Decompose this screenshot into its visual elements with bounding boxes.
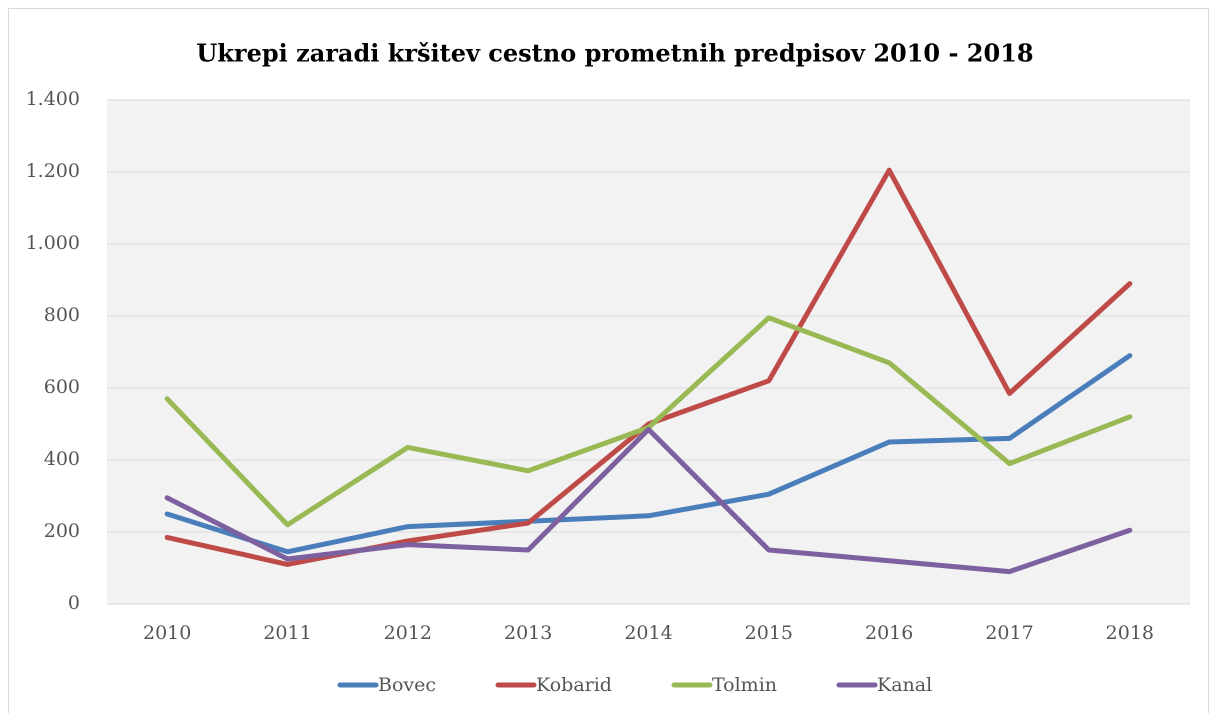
y-tick-label: 0 — [68, 592, 80, 614]
x-tick-label: 2017 — [985, 622, 1033, 644]
y-tick-label: 200 — [44, 520, 80, 542]
y-tick-label: 1.200 — [26, 160, 80, 182]
x-tick-label: 2010 — [143, 622, 191, 644]
chart-title: Ukrepi zaradi kršitev cestno prometnih p… — [196, 39, 1033, 68]
y-tick-label: 600 — [44, 376, 80, 398]
x-tick-label: 2016 — [865, 622, 913, 644]
legend-label: Kobarid — [536, 674, 612, 696]
x-tick-label: 2018 — [1106, 622, 1154, 644]
series-line — [164, 426, 1133, 575]
y-tick-label: 800 — [44, 304, 80, 326]
legend-label: Bovec — [378, 674, 436, 696]
y-tick-label: 1.000 — [26, 232, 80, 254]
legend-label: Kanal — [877, 674, 932, 696]
x-tick-label: 2013 — [504, 622, 552, 644]
x-tick-label: 2014 — [624, 622, 672, 644]
x-tick-label: 2012 — [384, 622, 432, 644]
series-line — [164, 353, 1133, 555]
y-tick-label: 400 — [44, 448, 80, 470]
x-tick-label: 2015 — [745, 622, 793, 644]
legend-label: Tolmin — [712, 674, 777, 696]
x-tick-label: 2011 — [263, 622, 311, 644]
plot-area — [107, 100, 1190, 604]
y-tick-label: 1.400 — [26, 88, 80, 110]
